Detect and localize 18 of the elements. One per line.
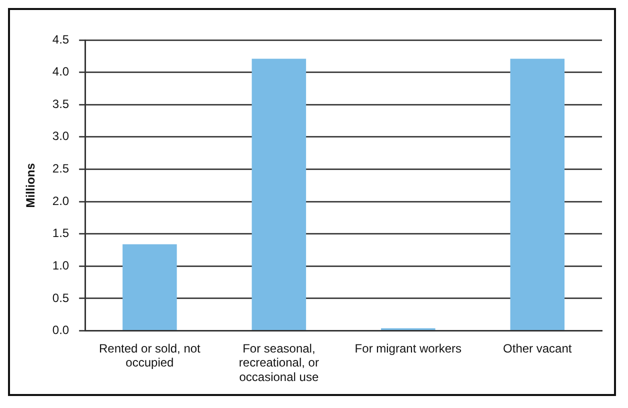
bar <box>122 244 177 330</box>
y-tick-label: 1.0 <box>52 258 70 272</box>
x-tick-label: Rented or sold, not occupied <box>98 341 202 370</box>
y-tick-label: 3.5 <box>52 96 70 111</box>
y-tick-label: 1.5 <box>52 226 70 240</box>
y-tick-label: 3.0 <box>52 129 70 144</box>
y-tick-label: 4.5 <box>52 32 70 46</box>
y-tick-label: 4.0 <box>52 64 70 79</box>
y-axis-title: Millions <box>24 162 38 208</box>
y-tick-label: 2.5 <box>52 162 70 176</box>
x-tick-label: For migrant workers <box>354 341 462 356</box>
bar <box>510 58 565 330</box>
y-tick-label: 0.5 <box>52 290 70 305</box>
bar <box>252 58 306 330</box>
y-tick-label: 0.0 <box>52 323 70 338</box>
y-tick-label: 2.0 <box>52 194 70 208</box>
x-tick-label: For seasonal, recreational, or occasional use <box>238 341 319 384</box>
x-tick-label: Other vacant <box>503 341 572 356</box>
